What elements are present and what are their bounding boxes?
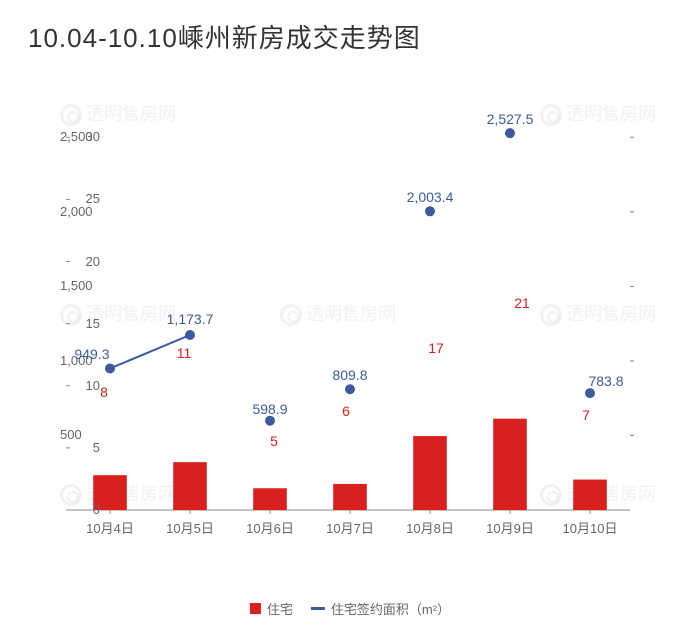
x-tick-label: 10月4日 <box>86 518 134 537</box>
legend-line-icon <box>311 607 325 610</box>
legend-item-bar: 住宅 <box>250 599 293 618</box>
bar-value-label: 6 <box>342 403 350 419</box>
y-left-tick-label: 0 <box>60 502 100 517</box>
legend-bar-icon <box>250 603 261 614</box>
x-tick-label: 10月10日 <box>563 518 618 537</box>
bar-value-label: 17 <box>428 340 444 356</box>
line-value-label: 598.9 <box>252 401 287 417</box>
chart-svg <box>60 90 640 540</box>
legend-line-label: 住宅签约面积（m²） <box>331 599 450 618</box>
x-tick-label: 10月9日 <box>486 518 534 537</box>
legend-item-line: 住宅签约面积（m²） <box>311 599 450 618</box>
bar-value-label: 8 <box>100 384 108 400</box>
chart-title: 10.04-10.10嵊州新房成交走势图 <box>28 18 421 55</box>
line-value-label: 809.8 <box>332 367 367 383</box>
y-right-tick-label: 2,000 <box>60 204 110 219</box>
y-left-tick-label: 15 <box>60 316 100 331</box>
x-tick-label: 10月5日 <box>166 518 214 537</box>
legend-bar-label: 住宅 <box>267 599 293 618</box>
chart-container: 10.04-10.10嵊州新房成交走势图 透明售房网 透明售房网 透明售房网 透… <box>0 0 700 630</box>
x-tick-label: 10月8日 <box>406 518 454 537</box>
line-value-label: 783.8 <box>588 373 623 389</box>
y-right-tick-label: 2,500 <box>60 129 110 144</box>
bar-value-label: 5 <box>270 433 278 449</box>
legend: 住宅 住宅签约面积（m²） <box>250 599 450 618</box>
line-value-label: 2,527.5 <box>487 111 534 127</box>
line-value-label: 1,173.7 <box>167 311 214 327</box>
line-value-label: 949.3 <box>74 346 109 362</box>
bar-value-label: 21 <box>514 295 530 311</box>
y-left-tick-label: 20 <box>60 254 100 269</box>
bar-value-label: 7 <box>582 407 590 423</box>
y-right-tick-label: 1,500 <box>60 278 110 293</box>
line-value-label: 2,003.4 <box>407 189 454 205</box>
x-tick-label: 10月7日 <box>326 518 374 537</box>
y-right-tick-label: 500 <box>60 427 110 442</box>
y-left-tick-label: 10 <box>60 378 100 393</box>
chart-plot-area: 0510152025305001,0001,5002,0002,50010月4日… <box>60 90 640 540</box>
bar-value-label: 11 <box>177 345 192 361</box>
x-tick-label: 10月6日 <box>246 518 294 537</box>
